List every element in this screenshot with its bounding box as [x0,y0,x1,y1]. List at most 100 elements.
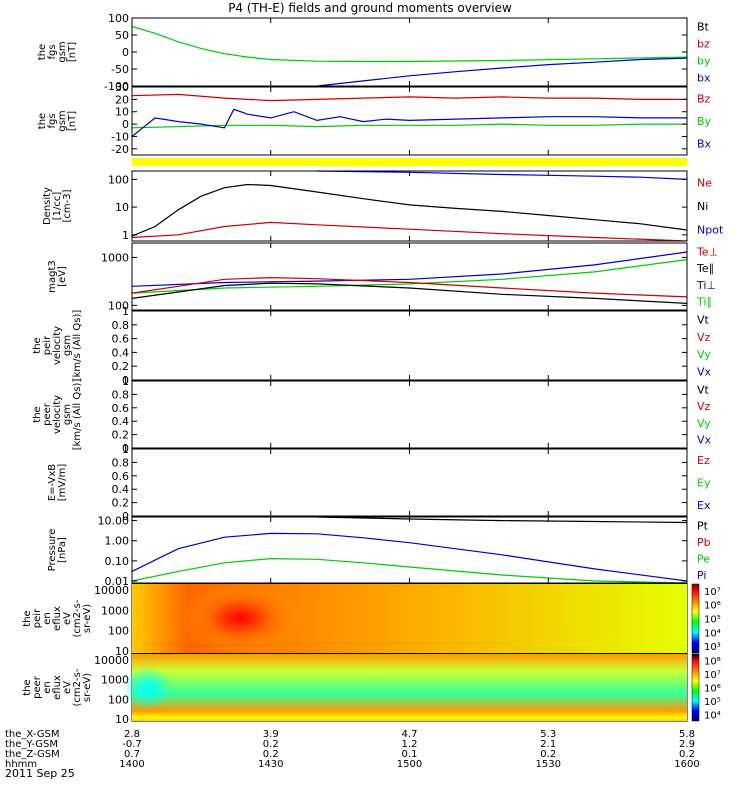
ion-spectrogram-hotspot [180,583,300,653]
panel-8: 10.00 1.00 0.10 0.01 Pressure [nPa] Pt Pb Pe Pi [47,515,711,588]
series-line-Bz [131,93,687,102]
y-axis-label: fgs [47,113,58,128]
y-tick-label: 0 [122,374,129,387]
y-tick-label: 0.2 [112,497,130,510]
legend-label-by: by [697,55,711,68]
y-axis-label: [nT] [67,42,78,62]
y-axis-label: [mV/m] [57,464,68,502]
y-axis-label: [1/cc] [52,192,63,221]
series-line-Ni [131,183,688,237]
electron-spectrogram-cyan [123,666,173,710]
x-axis-value: 0.2 [679,749,695,760]
y-tick-label: -50 [111,63,129,76]
legend-label-Ti∥: Ti∥ [696,296,712,309]
panel-frame [131,380,688,449]
y-tick-label: -20 [111,143,129,156]
y-tick-label: 10000 [94,654,129,667]
y-tick-label: 1 [122,443,129,456]
x-axis-value: 1.2 [402,739,418,750]
y-axis-label: eV [62,681,73,694]
y-tick-label: 0.2 [112,360,130,373]
y-tick-label: 1.00 [105,535,130,548]
y-axis-label: the [37,113,48,129]
y-axis-label: [km/s (All Qs)] [72,379,83,451]
legend-label-Vx: Vx [697,434,712,447]
legend-label-Vz: Vz [697,331,711,344]
electron-spectrogram-fill [132,654,687,721]
x-axis-value: 2.1 [540,739,556,750]
y-axis-label: eflux [52,606,63,631]
panel-4: 1000 100 magt3 [eV] Te⊥ Te∥ Ti⊥ Ti∥ [47,242,718,312]
x-axis-row-label: the_Z-GSM [5,749,60,760]
series-line-Pi [131,532,688,582]
y-axis-label: [eV] [57,266,68,287]
y-tick-label: 0.6 [112,470,130,483]
y-tick-label: -100 [104,80,129,93]
legend-label-Ey: Ey [697,477,711,490]
panel-3: 100 10 1 Density [1/cc] [cm-3] Ne Ni Npot [42,170,724,242]
y-tick-label: 30 [115,81,129,94]
y-tick-label: 10000 [94,584,129,597]
series-line-By [131,123,687,129]
x-axis-value: 5.8 [679,729,695,740]
y-tick-label: 100 [108,693,129,706]
y-tick-label: 1000 [101,251,129,264]
colorbar-tick-label: 10⁶ [704,684,721,695]
legend-label-Vt: Vt [697,383,710,396]
y-axis-label: [nT] [67,111,78,131]
y-axis-label: eV [62,612,73,625]
y-axis-label: gsm [57,110,68,131]
x-axis-value: 1600 [674,759,699,770]
colorbar-tick-label: 10⁷ [704,670,721,681]
y-axis-label: gsm [62,335,73,356]
panel-10: 10000 1000 100 10 the peer en eflux eV (cm2-s-sr-… [22,653,721,726]
y-tick-label: 0.10 [105,555,130,568]
x-axis-value: 0.2 [263,739,279,750]
y-tick-label: 0.2 [112,429,130,442]
panel-frame [131,170,688,242]
x-axis-value: 1500 [397,759,422,770]
legend-label-Pe: Pe [697,552,710,565]
legend-label-Ne: Ne [697,177,712,190]
series-line-Ti⊥ [131,251,688,287]
y-tick-label: 0.8 [112,456,130,469]
panel-frame [131,516,688,584]
legend-label-Npot: Npot [697,223,724,236]
y-axis-label: peer [42,402,53,426]
y-tick-label: 0 [122,442,129,455]
legend-label-Vy: Vy [697,417,711,430]
colorbar-tick-label: 10⁵ [704,697,721,708]
legend-label-Te∥: Te∥ [696,262,714,275]
panel-frame [131,448,688,517]
colorbar-ion [691,583,700,654]
series-line-Ti∥ [131,259,688,294]
y-tick-label: 10.00 [98,515,130,528]
y-tick-label: 100 [108,173,129,186]
legend-label-Pt: Pt [697,519,709,532]
legend-label-Ni: Ni [697,200,708,213]
legend-label-Te⊥: Te⊥ [696,245,718,258]
y-tick-label: 0 [122,510,129,523]
y-tick-label: 1 [122,229,129,242]
legend-label-Bt: Bt [697,21,710,34]
y-axis-label: fgs [47,44,58,59]
colorbar-tick-label: 10⁸ [704,657,721,668]
y-tick-label: 10 [115,201,129,214]
y-axis-label: (cm2-s- [72,599,83,637]
y-axis-label: magt3 [47,260,58,293]
x-axis-value: 0.7 [124,749,140,760]
panel-frame [131,242,688,311]
panel-frame [131,310,688,381]
legend-label-Vt: Vt [697,314,710,327]
y-tick-label: 10 [115,713,129,726]
legend-label-Ex: Ex [697,499,711,512]
y-axis-label: velocity [52,395,63,434]
y-axis-label: the [32,406,43,422]
x-axis-row-label: hhmm [5,759,37,770]
y-tick-label: 1 [122,305,129,318]
